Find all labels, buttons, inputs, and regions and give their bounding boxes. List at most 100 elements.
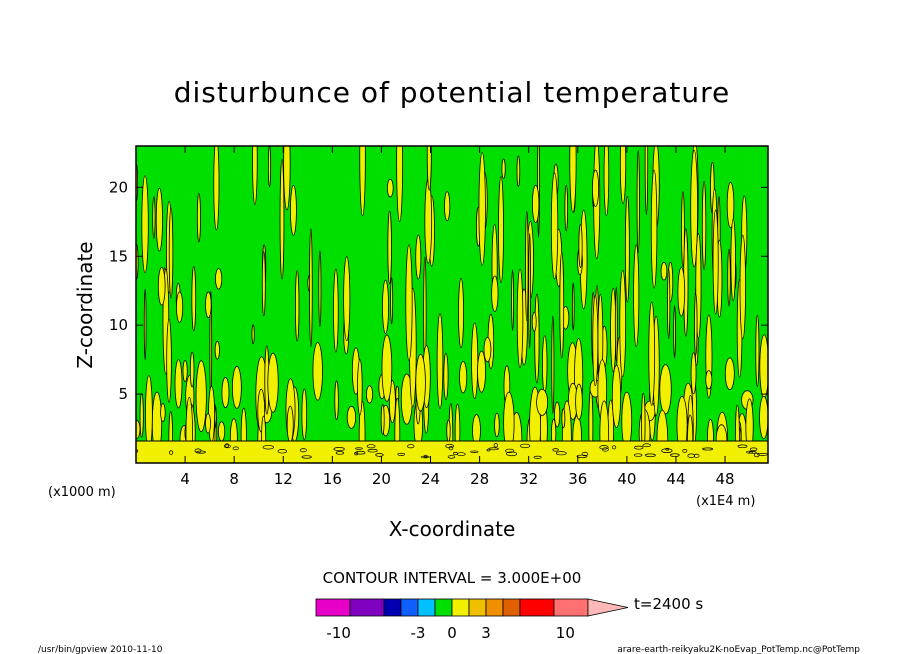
surface-contour-fragment — [533, 455, 542, 459]
anomaly-region — [251, 324, 255, 345]
anomaly-region — [196, 193, 201, 243]
anomaly-region — [343, 256, 351, 342]
anomaly-region — [459, 361, 468, 394]
surface-contour-fragment — [355, 447, 363, 450]
anomaly-region — [542, 335, 548, 394]
anomaly-region — [759, 334, 768, 399]
surface-contour-fragment — [366, 444, 376, 449]
anomaly-region — [309, 228, 313, 348]
anomaly-region — [213, 146, 220, 231]
anomaly-region — [145, 375, 153, 453]
surface-contour-fragment — [687, 453, 696, 458]
anomaly-region — [483, 337, 492, 363]
x-tick-label: 8 — [229, 470, 239, 488]
anomaly-region — [415, 234, 422, 280]
anomaly-region — [501, 158, 506, 179]
y-tick-label: 10 — [109, 316, 128, 334]
x-tick-label: 44 — [666, 470, 685, 488]
surface-contour-fragment — [447, 455, 456, 459]
surface-contour-fragment — [642, 443, 651, 448]
anomaly-region — [667, 269, 671, 339]
anomaly-region — [633, 244, 640, 347]
surface-contour-fragment — [737, 444, 748, 449]
anomaly-region — [516, 268, 524, 368]
x-tick-label: 24 — [421, 470, 440, 488]
anomaly-region — [569, 146, 577, 213]
anomaly-region — [494, 412, 500, 438]
surface-band — [136, 440, 768, 463]
colorbar-extend-arrow — [587, 598, 629, 617]
anomaly-region — [261, 251, 266, 317]
anomaly-region — [536, 388, 549, 416]
surface-contour-fragment — [375, 453, 384, 457]
anomaly-region — [477, 350, 486, 393]
anomaly-region — [267, 352, 279, 413]
anomaly-region — [681, 190, 685, 268]
surface-contour-fragment — [420, 455, 430, 459]
anomaly-region — [386, 178, 394, 198]
colorbar-tick-label: 0 — [447, 624, 457, 642]
colorbar-segment — [434, 598, 453, 617]
surface-contour-fragment — [633, 453, 643, 457]
anomaly-region — [636, 150, 640, 254]
surface-contour-fragment — [470, 450, 479, 453]
anomaly-region — [359, 146, 366, 217]
anomaly-region — [660, 262, 668, 281]
anomaly-region — [426, 146, 432, 191]
surface-contour-fragment — [670, 453, 680, 457]
colorbar-segment — [485, 598, 504, 617]
surface-contour-fragment — [702, 447, 714, 451]
surface-contour-fragment — [169, 450, 174, 455]
anomaly-region — [531, 311, 537, 332]
anomaly-region — [690, 149, 698, 268]
anomaly-region — [215, 268, 223, 290]
anomaly-region — [571, 282, 575, 331]
anomaly-region — [217, 421, 226, 442]
anomaly-region — [189, 351, 195, 388]
anomaly-region — [644, 146, 649, 216]
colorbar-segment — [519, 598, 555, 617]
anomaly-region — [214, 340, 220, 360]
surface-contour-fragment — [506, 451, 518, 457]
surface-contour-fragment — [262, 445, 274, 450]
x-tick-label: 28 — [470, 470, 489, 488]
anomaly-region — [382, 279, 389, 334]
surface-contour-fragment — [355, 450, 366, 455]
anomaly-region — [381, 334, 393, 402]
footer-left: /usr/bin/gpview 2010-11-10 — [38, 645, 163, 654]
anomaly-region — [160, 403, 166, 422]
colorbar-tick-label: -3 — [411, 624, 426, 642]
anomaly-region — [390, 277, 394, 325]
surface-contour-fragment — [753, 452, 760, 458]
anomaly-region — [528, 232, 532, 349]
anomaly-region — [286, 405, 294, 443]
anomaly-region — [444, 191, 451, 222]
anomaly-region — [677, 267, 686, 317]
anomaly-region — [191, 265, 197, 332]
x-tick-label: 20 — [372, 470, 391, 488]
surface-contour-fragment — [277, 449, 288, 454]
anomaly-region — [155, 187, 163, 252]
surface-contour-fragment — [333, 447, 345, 452]
anomaly-region — [195, 360, 207, 433]
surface-contour-fragment — [488, 447, 499, 451]
anomaly-region — [648, 301, 656, 406]
colorbar-segment — [400, 598, 419, 617]
surface-contour-fragment — [224, 443, 230, 448]
anomaly-region — [701, 180, 707, 270]
surface-contour-fragment — [682, 449, 688, 453]
anomaly-region — [511, 269, 514, 331]
surface-contour-fragment — [552, 448, 559, 452]
anomaly-region — [152, 196, 156, 239]
anomaly-region — [141, 175, 149, 274]
surface-contour-fragment — [581, 451, 589, 457]
surface-contour-fragment — [397, 452, 406, 456]
anomaly-region — [290, 184, 297, 236]
x-tick-label: 32 — [519, 470, 538, 488]
anomaly-region — [415, 353, 426, 412]
surface-contour-fragment — [423, 454, 428, 458]
anomaly-region — [650, 169, 658, 289]
x-tick-label: 12 — [274, 470, 293, 488]
surface-contour-fragment — [661, 448, 673, 454]
anomaly-region — [694, 293, 698, 356]
